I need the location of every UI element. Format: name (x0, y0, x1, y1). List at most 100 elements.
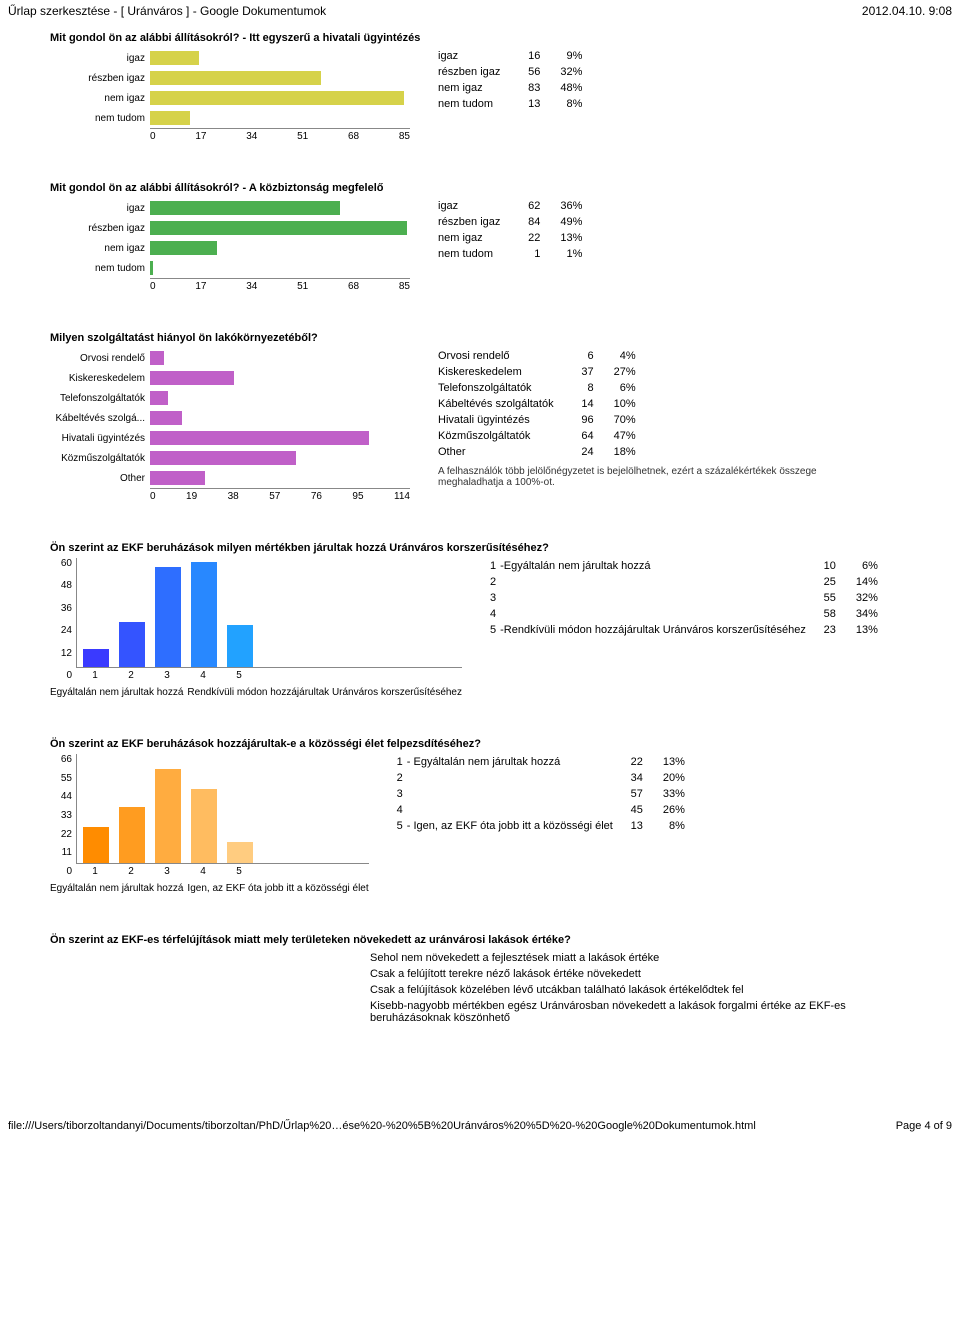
list-item: Kisebb-nagyobb mértékben egész Uránváros… (370, 998, 910, 1026)
table-cell: 24 (574, 444, 614, 460)
axis-tick: 68 (348, 281, 359, 292)
table-cell: 57 (623, 786, 663, 802)
table-cell: 8% (663, 818, 705, 834)
table-cell: 4% (614, 348, 656, 364)
table-cell: 6% (856, 558, 898, 574)
table-cell: 34 (623, 770, 663, 786)
table-cell: 26% (663, 802, 705, 818)
table-cell: - Igen, az EKF óta jobb itt a közösségi … (407, 818, 623, 834)
table-cell: 25 (816, 574, 856, 590)
hbar-row: nem igaz (50, 88, 410, 108)
table-cell: 13 (623, 818, 663, 834)
chart-caption: Egyáltalán nem járultak hozzá Rendkívüli… (50, 687, 462, 698)
chart-note: A felhasználók több jelölőnégyzetet is b… (438, 460, 858, 488)
hbar-chart-3: Orvosi rendelőKiskereskedelemTelefonszol… (50, 348, 410, 502)
list-item: Csak a felújított terekre néző lakások é… (370, 966, 910, 982)
section-ekf-terfelujitas: Ön szerint az EKF-es térfelújítások miat… (50, 934, 910, 1026)
axis-tick: 5 (226, 670, 252, 681)
table-cell: 6% (614, 380, 656, 396)
table-cell: 3 (397, 786, 407, 802)
hbar-row: részben igaz (50, 218, 410, 238)
table-row: 5- Igen, az EKF óta jobb itt a közösségi… (397, 818, 705, 834)
axis-tick: 5 (226, 866, 252, 877)
axis-tick: 2 (118, 670, 144, 681)
vbar-bar (119, 622, 145, 667)
table-row: Kábeltévés szolgáltatók1410% (438, 396, 656, 412)
table-cell: részben igaz (438, 214, 520, 230)
hbar-bar (150, 241, 217, 255)
list-item: Csak a felújítások közelében lévő utcákb… (370, 982, 910, 998)
vbar-bar (119, 807, 145, 863)
axis-tick: 55 (52, 773, 72, 784)
table-row: 22514% (490, 574, 898, 590)
table-cell: 1% (560, 246, 602, 262)
list-item: Sehol nem növekedett a fejlesztések miat… (370, 950, 910, 966)
table-cell: 23 (816, 622, 856, 638)
axis-tick: 36 (52, 603, 72, 614)
hbar-row: Other (50, 468, 410, 488)
axis-tick: 2 (118, 866, 144, 877)
table-cell: 1 (490, 558, 500, 574)
chart-caption: Egyáltalán nem járultak hozzá Igen, az E… (50, 883, 369, 894)
table-cell (407, 802, 623, 818)
hbar-label: nem tudom (50, 263, 150, 274)
table-row: Közműszolgáltatók6447% (438, 428, 656, 444)
hbar-row: Kábeltévés szolgá... (50, 408, 410, 428)
header-title: Űrlap szerkesztése - [ Uránváros ] - Goo… (8, 4, 326, 18)
table-cell: 48% (560, 80, 602, 96)
table-cell: 14% (856, 574, 898, 590)
axis-tick: 4 (190, 670, 216, 681)
section-ekf-korszerusites: Ön szerint az EKF beruházások milyen mér… (50, 542, 910, 698)
caption-left: Egyáltalán nem járultak hozzá (50, 687, 183, 698)
footer-page: Page 4 of 9 (896, 1120, 952, 1132)
table-cell: igaz (438, 48, 520, 64)
table-row: nem igaz2213% (438, 230, 602, 246)
caption-left: Egyáltalán nem járultak hozzá (50, 883, 183, 894)
hbar-bar (150, 431, 369, 445)
hbar-label: nem igaz (50, 93, 150, 104)
axis-tick: 114 (394, 491, 410, 502)
hbar-row: Hivatali ügyintézés (50, 428, 410, 448)
table-row: 45834% (490, 606, 898, 622)
section-ugyintezes: Mit gondol ön az alábbi állításokról? - … (50, 32, 910, 142)
vbar-chart-4: 01224364860 12345 Egyáltalán nem járulta… (50, 558, 462, 698)
table-cell: nem igaz (438, 80, 520, 96)
hbar-label: igaz (50, 203, 150, 214)
table-row: 35532% (490, 590, 898, 606)
hbar-label: Hivatali ügyintézés (50, 433, 150, 444)
axis-tick: 1 (82, 670, 108, 681)
hbar-row: igaz (50, 48, 410, 68)
axis-tick: 34 (246, 131, 257, 142)
hbar-bar (150, 471, 205, 485)
axis-tick: 38 (228, 491, 239, 502)
axis-tick: 57 (269, 491, 280, 502)
hbar-row: részben igaz (50, 68, 410, 88)
hbar-bar (150, 201, 340, 215)
hbar-bar (150, 111, 190, 125)
axis-tick: 24 (52, 625, 72, 636)
hbar-bar (150, 451, 296, 465)
table-cell: 49% (560, 214, 602, 230)
data-table-2: igaz6236%részben igaz8449%nem igaz2213%n… (438, 198, 602, 262)
hbar-label: Orvosi rendelő (50, 353, 150, 364)
table-cell: Other (438, 444, 574, 460)
table-cell: 6 (574, 348, 614, 364)
hbar-label: Other (50, 473, 150, 484)
table-cell: Közműszolgáltatók (438, 428, 574, 444)
table-cell: Telefonszolgáltatók (438, 380, 574, 396)
hbar-row: nem igaz (50, 238, 410, 258)
section-title: Ön szerint az EKF-es térfelújítások miat… (50, 934, 910, 946)
table-row: Other2418% (438, 444, 656, 460)
axis-tick: 51 (297, 131, 308, 142)
hbar-chart-1: igazrészben igaznem igaznem tudom 017345… (50, 48, 410, 142)
table-cell: igaz (438, 198, 520, 214)
section-szolgaltatas: Milyen szolgáltatást hiányol ön lakókörn… (50, 332, 910, 502)
hbar-row: Kiskereskedelem (50, 368, 410, 388)
vbar-bar (155, 567, 181, 667)
table-cell: 83 (520, 80, 560, 96)
hbar-bar (150, 351, 164, 365)
table-row: nem tudom138% (438, 96, 602, 112)
table-cell: 13% (856, 622, 898, 638)
axis-tick: 0 (52, 866, 72, 877)
header-timestamp: 2012.04.10. 9:08 (862, 4, 952, 18)
